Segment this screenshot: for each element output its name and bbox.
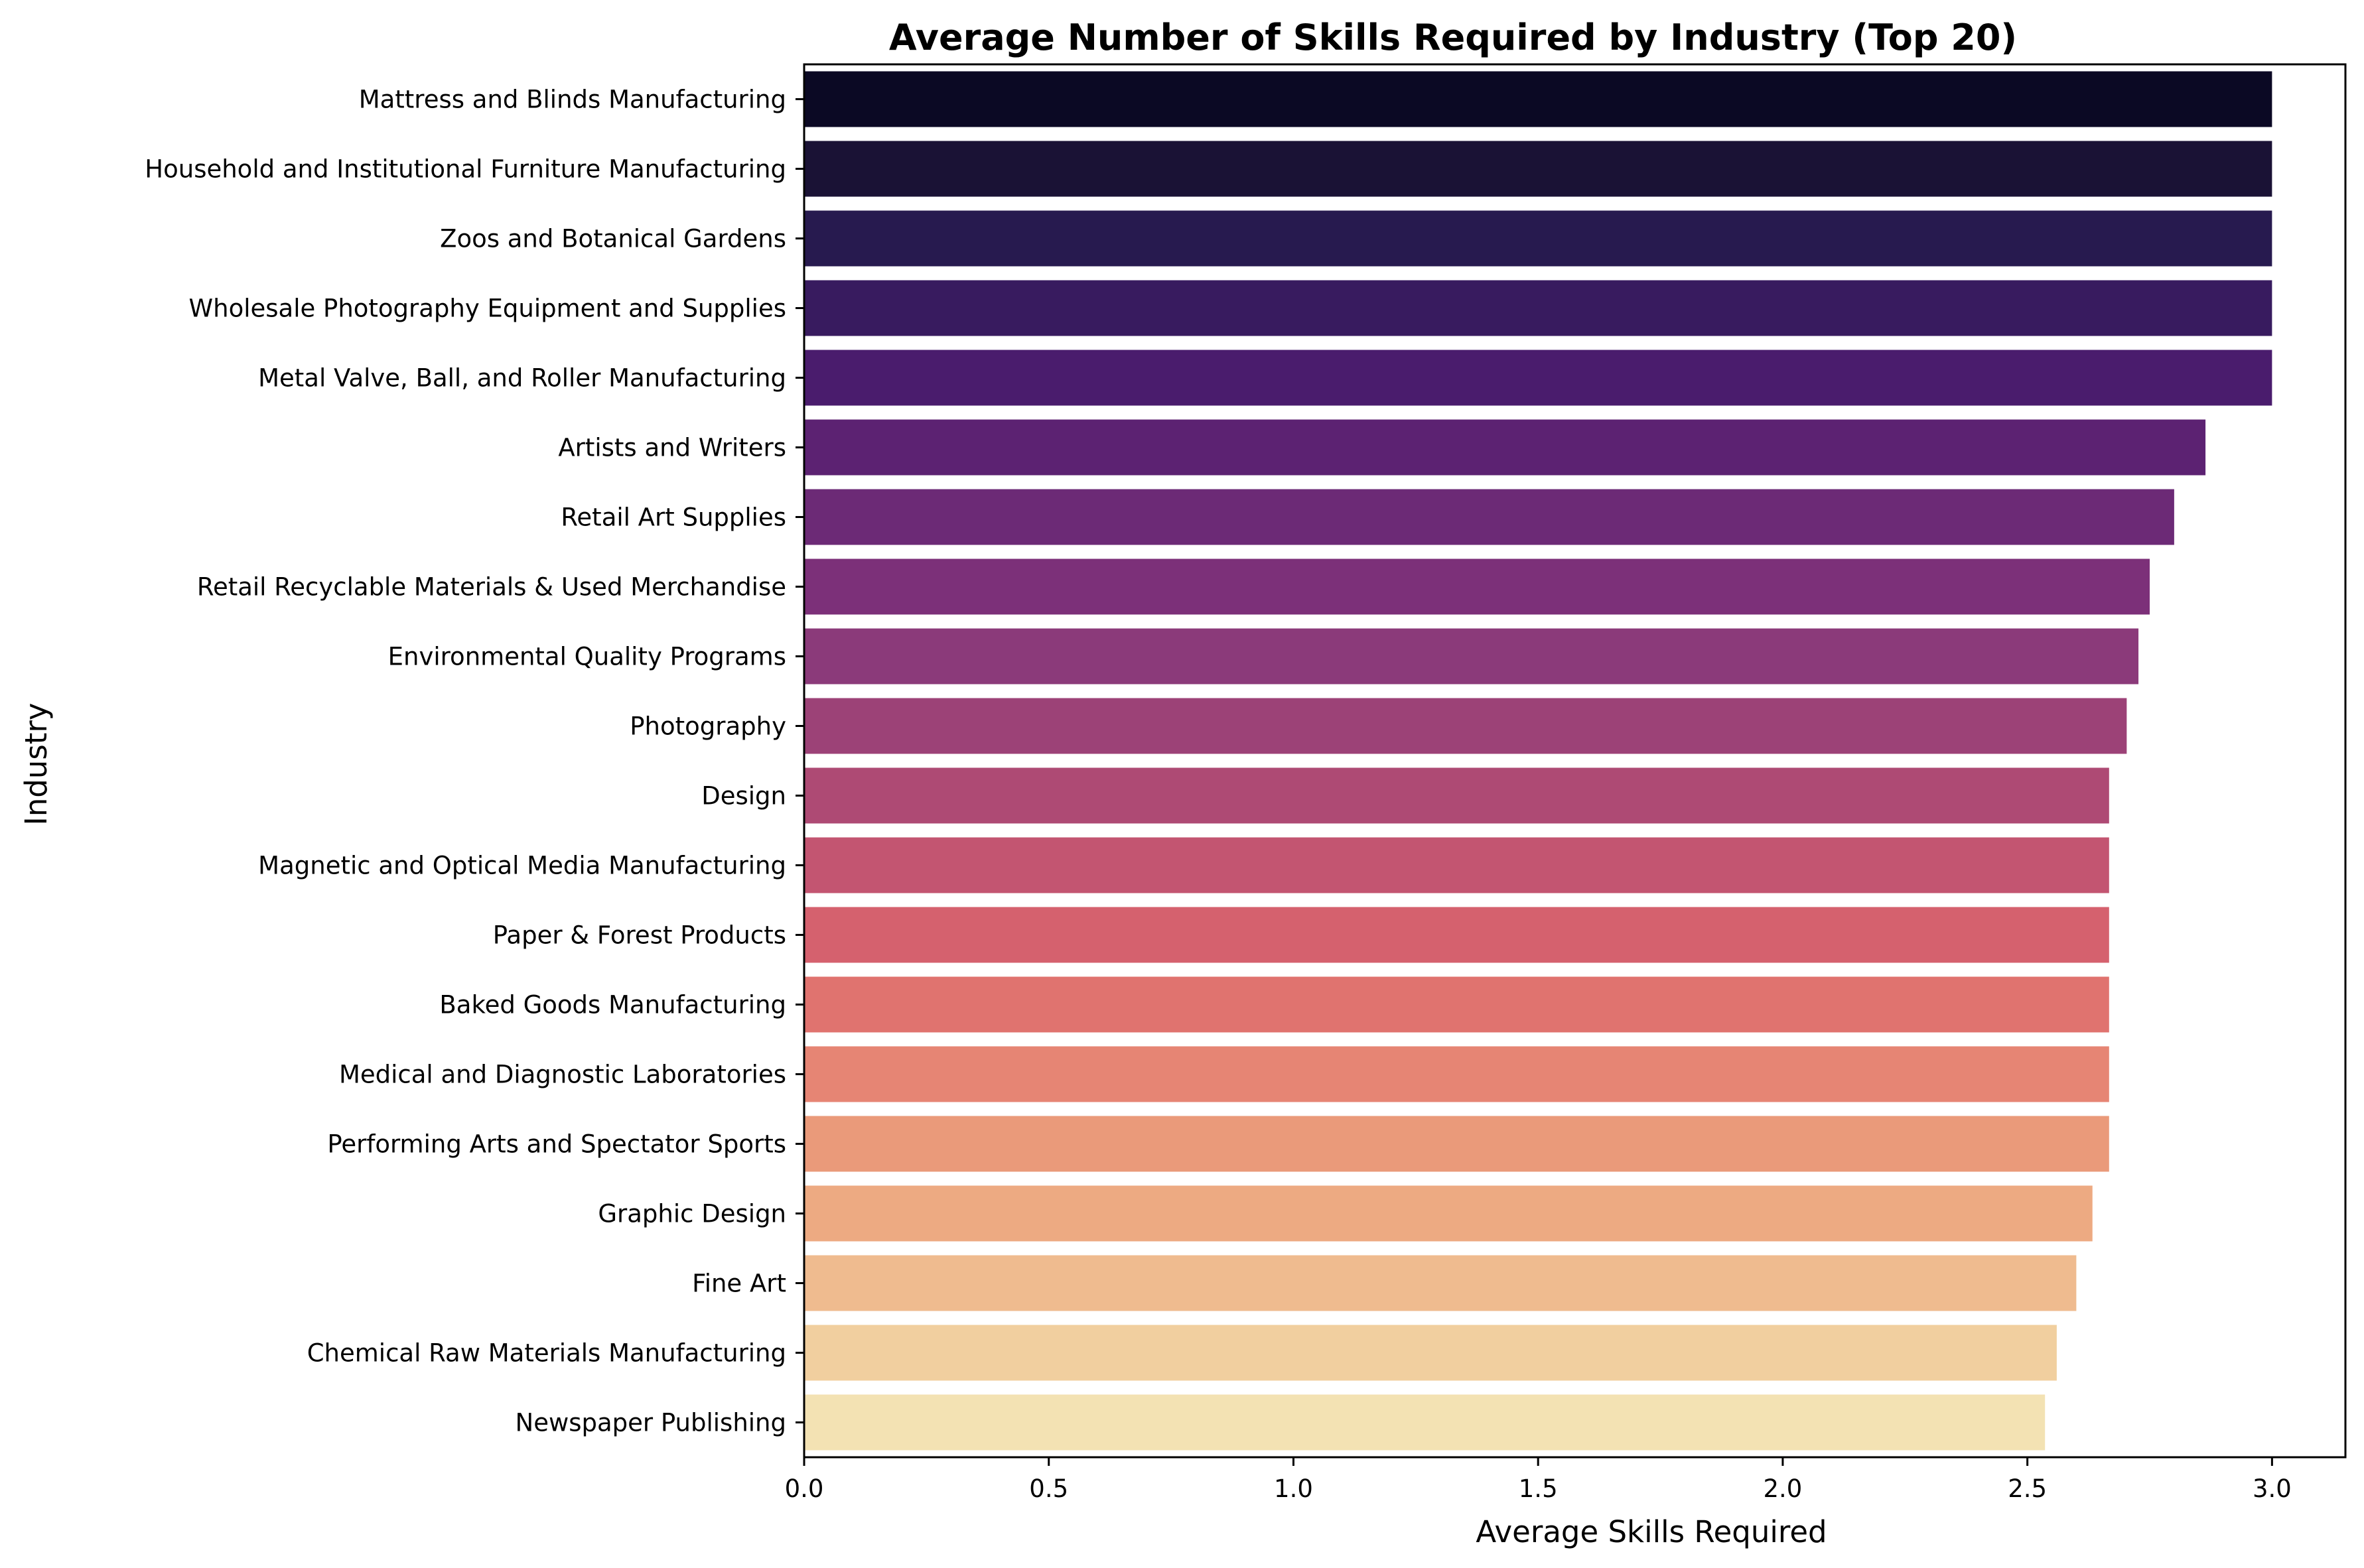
bar: [804, 489, 2174, 545]
bar: [804, 767, 2109, 824]
x-tick-label: 1.0: [1274, 1474, 1313, 1503]
bar: [804, 210, 2272, 267]
y-tick-label: Baked Goods Manufacturing: [439, 991, 786, 1019]
y-tick-label: Performing Arts and Spectator Sports: [327, 1130, 786, 1159]
x-axis-label: Average Skills Required: [1476, 1514, 1827, 1549]
y-tick-label: Metal Valve, Ball, and Roller Manufactur…: [258, 364, 786, 393]
y-tick-label: Household and Institutional Furniture Ma…: [145, 155, 786, 184]
y-tick-label: Graphic Design: [598, 1200, 786, 1228]
x-tick-label: 3.0: [2253, 1474, 2292, 1503]
y-axis-label: Industry: [19, 702, 54, 825]
y-tick-label: Paper & Forest Products: [493, 921, 786, 950]
bar: [804, 837, 2109, 893]
y-tick-label: Environmental Quality Programs: [388, 643, 786, 671]
bar: [804, 71, 2272, 127]
bar: [804, 1185, 2093, 1242]
bar: [804, 907, 2109, 963]
y-tick-label: Magnetic and Optical Media Manufacturing: [258, 852, 786, 880]
x-tick-label: 1.5: [1519, 1474, 1558, 1503]
bar: [804, 141, 2272, 197]
y-tick-label: Mattress and Blinds Manufacturing: [359, 86, 786, 114]
y-tick-label: Photography: [630, 712, 786, 741]
x-tick-label: 0.5: [1029, 1474, 1068, 1503]
y-tick-label: Retail Recyclable Materials & Used Merch…: [197, 573, 786, 602]
y-tick-label: Fine Art: [692, 1270, 786, 1298]
bars-layer: [804, 71, 2272, 1451]
x-tick-label: 2.5: [2008, 1474, 2047, 1503]
x-axis-ticks: 0.0 0.5 1.0 1.5 2.0 2.5 3.0: [785, 1457, 2292, 1503]
bar: [804, 1046, 2109, 1102]
plot-frame: [803, 63, 2347, 1459]
y-tick-label: Artists and Writers: [558, 434, 786, 462]
bar: [804, 350, 2272, 406]
y-tick-label: Chemical Raw Materials Manufacturing: [307, 1339, 786, 1368]
bar: [804, 1394, 2046, 1451]
bar: [804, 698, 2127, 754]
y-tick-label: Zoos and Botanical Gardens: [440, 225, 786, 253]
y-axis-ticks: Mattress and Blinds Manufacturing Househo…: [145, 86, 804, 1437]
bar: [804, 1255, 2077, 1311]
bar: [804, 1116, 2109, 1172]
y-tick-label: Design: [701, 782, 786, 811]
bar: [804, 280, 2272, 336]
bar: [804, 419, 2206, 476]
x-tick-label: 0.0: [785, 1474, 824, 1503]
y-tick-label: Newspaper Publishing: [516, 1409, 786, 1437]
bar: [804, 558, 2150, 615]
bar: [804, 628, 2139, 685]
x-tick-label: 2.0: [1763, 1474, 1802, 1503]
bar: [804, 1325, 2057, 1381]
y-tick-label: Wholesale Photography Equipment and Supp…: [189, 294, 786, 323]
y-tick-label: Retail Art Supplies: [561, 503, 786, 532]
chart-title: Average Number of Skills Required by Ind…: [889, 17, 2017, 58]
y-tick-label: Medical and Diagnostic Laboratories: [339, 1061, 786, 1089]
bar: [804, 976, 2109, 1033]
